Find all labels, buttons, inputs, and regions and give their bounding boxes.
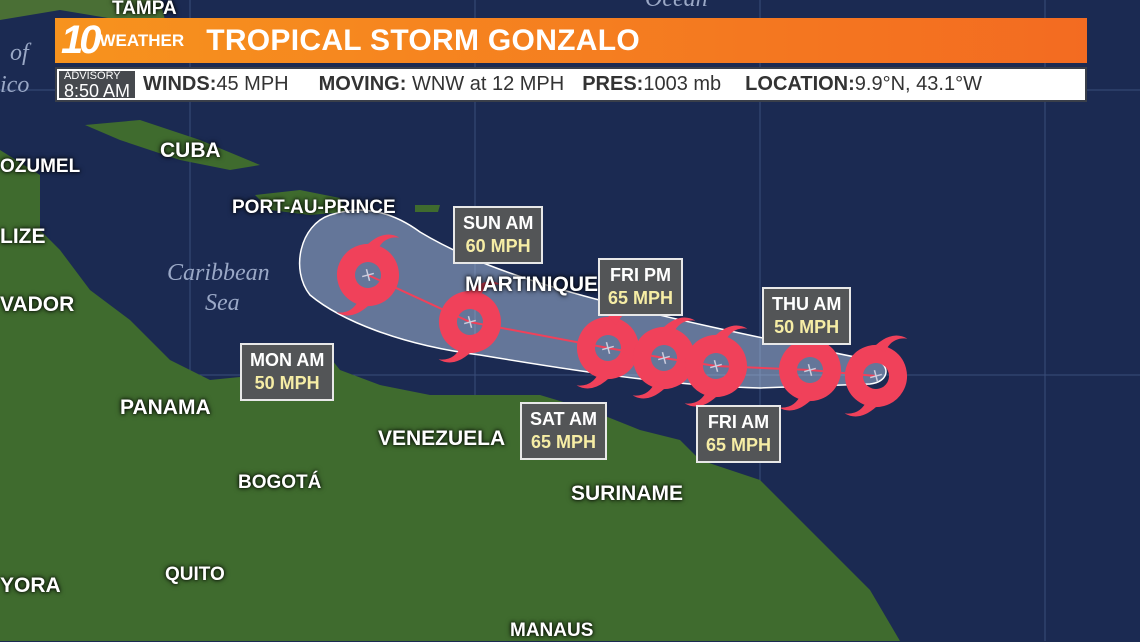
place-label: PANAMA (120, 396, 211, 419)
forecast-box: THU AM 50 MPH (762, 287, 852, 345)
tropical-storm-icon (438, 281, 502, 363)
tropical-storm-icon (684, 325, 748, 407)
ocean-label: Ocean (645, 0, 708, 13)
forecast-box: SUN AM 60 MPH (453, 206, 544, 264)
tropical-storm-icon (336, 234, 400, 316)
tropical-storm-icon (844, 335, 908, 417)
tropical-storm-icon (632, 317, 696, 399)
storm-title: TROPICAL STORM GONZALO (206, 23, 641, 57)
place-label: QUITO (165, 564, 225, 585)
place-label: MANAUS (510, 620, 594, 641)
forecast-box: MON AM 50 MPH (240, 343, 335, 401)
place-label: OZUMEL (0, 156, 81, 177)
gulf-label-2: ico (0, 72, 30, 98)
advisory-badge: ADVISORY 8:50 AM (59, 70, 136, 101)
advisory-bar: ADVISORY 8:50 AM WINDS:45 MPH MOVING: WN… (55, 67, 1087, 102)
place-label: MARTINIQUE (465, 273, 598, 296)
place-label: TAMPA (112, 0, 177, 19)
logo-number: 10 (61, 18, 101, 62)
title-banner: 10 WEATHER TROPICAL STORM GONZALO (55, 18, 1087, 63)
advisory-time: 8:50 AM (64, 81, 131, 101)
advisory-label: ADVISORY (64, 70, 121, 82)
winds: WINDS:45 MPH (143, 73, 289, 95)
station-logo: 10 WEATHER (61, 18, 184, 63)
place-label: SURINAME (571, 482, 684, 505)
landmass (0, 0, 900, 641)
forecast-box: FRI PM 65 MPH (598, 258, 684, 316)
place-label: VADOR (0, 293, 75, 316)
place-label: PORT-AU-PRINCE (232, 197, 396, 218)
place-label: LIZE (0, 225, 46, 248)
pressure: PRES:1003 mb (582, 73, 722, 95)
place-label: CUBA (160, 139, 221, 162)
moving: MOVING: WNW at 12 MPH (318, 73, 565, 95)
location: LOCATION:9.9°N, 43.1°W (745, 73, 982, 95)
caribbean-label-2: Sea (205, 290, 240, 316)
place-label: VENEZUELA (378, 427, 506, 450)
logo-text: WEATHER (99, 30, 185, 50)
forecast-box: SAT AM 65 MPH (520, 402, 607, 460)
forecast-box: FRI AM 65 MPH (696, 405, 782, 463)
place-label: YORA (0, 574, 61, 597)
gulf-label-1: of (10, 40, 29, 66)
place-label: BOGOTÁ (238, 472, 322, 493)
caribbean-label-1: Caribbean (167, 260, 270, 286)
